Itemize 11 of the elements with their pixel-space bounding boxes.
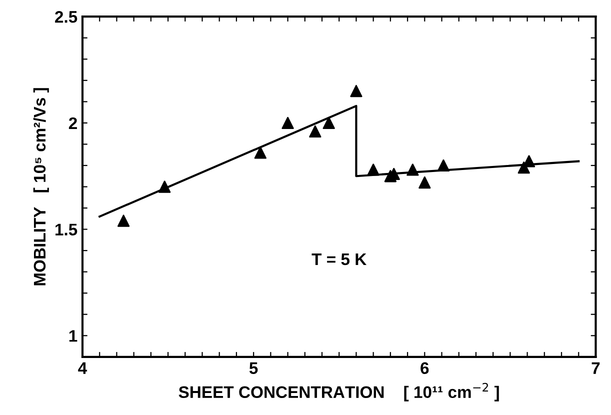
- y-tick-label: 2: [68, 117, 77, 129]
- x-axis-title: SHEET CONCENTRATION [ 10¹¹ cm$^{−2}$ ]: [178, 382, 499, 402]
- x-tick-label: 4: [78, 362, 88, 374]
- x-tick-label: 7: [592, 362, 600, 374]
- annotation: T = 5 K: [312, 254, 367, 266]
- y-tick-label: 1.5: [56, 224, 78, 236]
- y-tick-label: 1: [69, 330, 78, 342]
- y-axis-title: MOBILITY [ 10⁵ cm²/Vs ]: [33, 88, 49, 286]
- x-tick-label: 6: [420, 362, 429, 374]
- x-tick-label: 5: [249, 362, 258, 374]
- y-tick-label: 2.5: [55, 11, 78, 23]
